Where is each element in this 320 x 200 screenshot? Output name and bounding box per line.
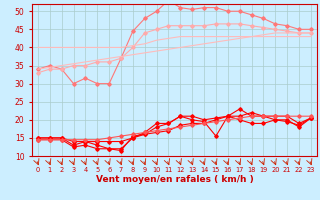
- X-axis label: Vent moyen/en rafales ( km/h ): Vent moyen/en rafales ( km/h ): [96, 174, 253, 184]
